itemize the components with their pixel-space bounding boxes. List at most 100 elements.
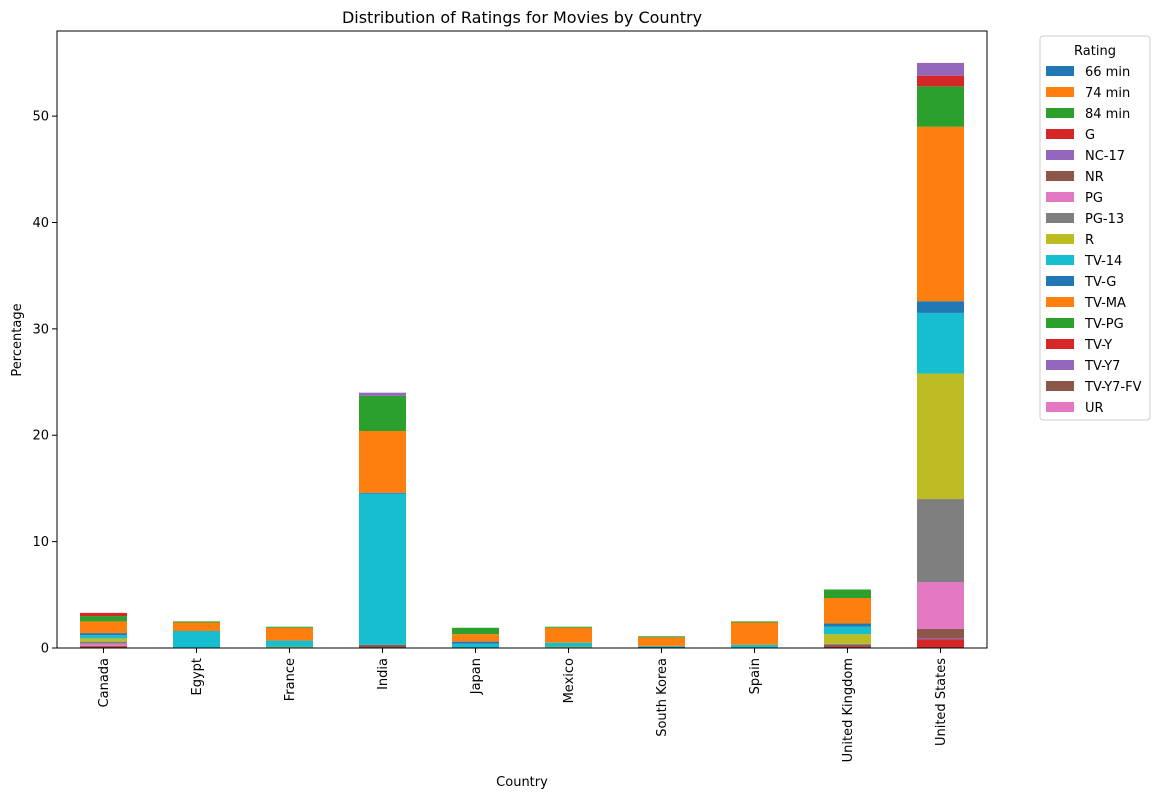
legend-items: 66 min 74 min 84 min G NC-17 NR PG PG-13 R TV-14 T… <box>1046 65 1142 416</box>
legend-swatch <box>1046 276 1074 286</box>
x-tick-label: Japan <box>469 658 484 695</box>
legend-swatch <box>1046 150 1074 160</box>
bar-segment <box>824 626 871 635</box>
bar-segment <box>545 626 592 628</box>
bar-segment <box>638 636 685 638</box>
bar-segment <box>359 395 406 431</box>
bar-segment <box>824 598 871 624</box>
bar-segment <box>824 634 871 644</box>
bar-segment <box>359 392 406 396</box>
x-tick-label: South Korea <box>655 658 670 737</box>
bar-segment <box>917 628 964 639</box>
bar-segment <box>266 626 313 628</box>
bar-segment <box>80 643 127 646</box>
x-tick-label: India <box>376 658 391 690</box>
bar-segment <box>917 126 964 302</box>
bar-segment <box>545 642 592 647</box>
y-tick-label: 10 <box>32 535 49 550</box>
legend-entry-label: NC-17 <box>1085 149 1125 164</box>
bar-segment <box>824 589 871 598</box>
legend-entry-label: TV-G <box>1084 275 1116 290</box>
legend-entry-label: PG-13 <box>1085 212 1124 227</box>
legend-entry-label: NR <box>1085 170 1104 185</box>
bar-segment <box>80 645 127 647</box>
x-tick-label: Canada <box>97 658 112 707</box>
bar-segment <box>917 86 964 127</box>
bar-segment <box>80 616 127 622</box>
bar-segment <box>359 492 406 494</box>
bar-segment <box>545 646 592 648</box>
bar-segment <box>917 582 964 629</box>
legend-swatch <box>1046 234 1074 244</box>
x-tick-label: United States <box>934 658 949 746</box>
legend-swatch <box>1046 66 1074 76</box>
bar-segment <box>917 301 964 313</box>
legend-swatch <box>1046 402 1074 412</box>
bar-segment <box>917 373 964 500</box>
legend-entry-label: TV-Y <box>1084 338 1112 353</box>
bars-layer <box>80 62 964 648</box>
legend-entry-label: PG <box>1085 191 1103 206</box>
x-axis-label: Country <box>496 775 548 790</box>
bar-segment <box>80 646 127 648</box>
legend-swatch <box>1046 255 1074 265</box>
bar-segment <box>173 621 220 623</box>
legend-entry-label: TV-Y7 <box>1084 359 1120 374</box>
bar-segment <box>824 644 871 647</box>
bar-segment <box>452 634 499 642</box>
bar-segment <box>824 646 871 648</box>
bar-segment <box>80 612 127 617</box>
legend-entry-label: TV-14 <box>1084 254 1122 269</box>
bar-segment <box>731 622 778 645</box>
legend-swatch <box>1046 381 1074 391</box>
bar-segment <box>917 312 964 374</box>
legend-swatch <box>1046 339 1074 349</box>
legend: Rating 66 min 74 min 84 min G NC-17 NR PG PG-13… <box>1039 35 1151 421</box>
y-tick-label: 40 <box>32 216 49 231</box>
bar-segment <box>80 621 127 634</box>
legend-swatch <box>1046 87 1074 97</box>
bar-segment <box>731 621 778 623</box>
bar-segment <box>545 627 592 643</box>
bar-segment <box>824 623 871 627</box>
bar-segment <box>359 430 406 493</box>
x-tick-label: Mexico <box>562 658 577 703</box>
bar-segment <box>731 644 778 648</box>
legend-swatch <box>1046 192 1074 202</box>
legend-swatch <box>1046 171 1074 181</box>
bar-segment <box>917 638 964 640</box>
x-axis: Canada Egypt France India Japan Mexico South K… <box>97 648 949 762</box>
bar-segment <box>638 645 685 647</box>
legend-swatch <box>1046 129 1074 139</box>
y-tick-label: 20 <box>32 429 49 444</box>
y-axis-label: Percentage <box>10 303 25 376</box>
legend-title: Rating <box>1074 44 1116 59</box>
bar-segment <box>452 627 499 635</box>
legend-entry-label: R <box>1085 233 1094 248</box>
chart-title: Distribution of Ratings for Movies by Co… <box>342 8 702 27</box>
x-tick-label: United Kingdom <box>841 658 856 762</box>
bar-segment <box>266 646 313 648</box>
bar-segment <box>266 627 313 641</box>
bar-segment <box>917 62 964 76</box>
bar-segment <box>80 633 127 636</box>
bar-segment <box>80 638 127 642</box>
y-tick-label: 30 <box>32 322 49 337</box>
legend-entry-label: TV-PG <box>1084 317 1124 332</box>
legend-swatch <box>1046 108 1074 118</box>
bar-segment <box>173 630 220 648</box>
y-axis: 0 10 20 30 40 50 <box>32 110 57 657</box>
legend-entry-label: 84 min <box>1085 107 1130 122</box>
legend-swatch <box>1046 360 1074 370</box>
bar-segment <box>359 493 406 645</box>
legend-entry-label: 66 min <box>1085 65 1130 80</box>
plot-frame <box>56 30 988 649</box>
bar-segment <box>917 639 964 648</box>
bar-segment <box>173 622 220 631</box>
legend-entry-label: G <box>1085 128 1095 143</box>
bar-segment <box>266 640 313 647</box>
legend-entry-label: UR <box>1085 401 1104 416</box>
bar-segment <box>638 646 685 648</box>
